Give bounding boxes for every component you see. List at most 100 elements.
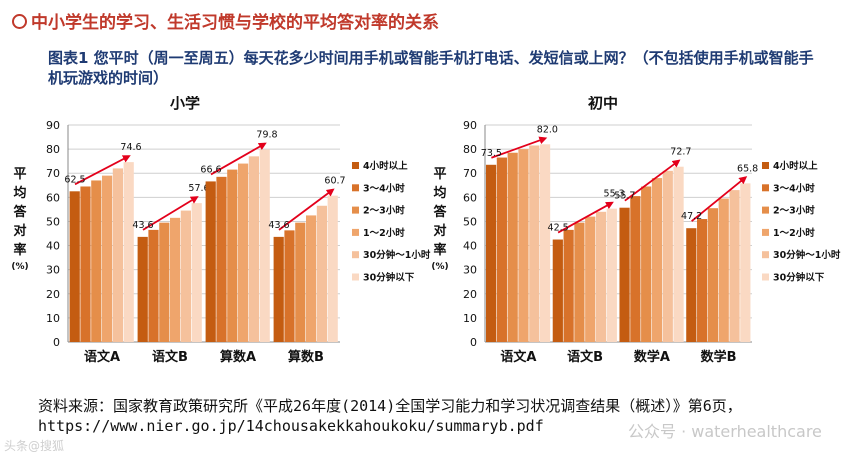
- legend-label: 3～4小时: [773, 182, 815, 194]
- trend-arrow: [210, 142, 267, 176]
- bar-2: [563, 229, 574, 342]
- bar-2: [148, 229, 159, 342]
- legend-swatch: [352, 162, 359, 169]
- bar-4: [238, 163, 249, 342]
- y-tick-label: 0: [470, 336, 477, 349]
- data-label-high: 60.7: [324, 176, 345, 187]
- y-tick-label: 90: [463, 119, 477, 132]
- legend-label: 1～2小时: [363, 227, 405, 239]
- bar-5: [529, 145, 540, 342]
- bar-5: [729, 190, 740, 342]
- y-tick-label: 0: [53, 336, 60, 349]
- legend-swatch: [762, 184, 769, 192]
- bar-5: [180, 210, 191, 342]
- bar-5: [316, 205, 327, 342]
- bar-1: [205, 181, 216, 342]
- legend-swatch: [762, 162, 769, 169]
- y-tick-label: 30: [463, 264, 477, 277]
- legend-swatch: [762, 273, 769, 281]
- y-tick-label: 20: [46, 288, 60, 301]
- bar-4: [102, 175, 113, 342]
- data-label-low: 42.5: [548, 223, 569, 234]
- trend-arrow: [557, 201, 614, 234]
- y-tick-label: 90: [46, 119, 60, 132]
- heading-text: 中小学生的学习、生活习惯与学校的平均答对率的关系: [31, 13, 439, 33]
- y-tick-label: 40: [46, 240, 60, 253]
- legend-swatch: [762, 251, 769, 259]
- data-label-high: 55.3: [604, 189, 625, 200]
- figure-caption: 图表1 您平时（周一至周五）每天花多少时间用手机或智能手机打电话、发短信或上网？…: [48, 49, 814, 87]
- data-label-low: 73.5: [481, 148, 502, 159]
- bar-4: [170, 217, 181, 342]
- x-tick-label: 语文A: [500, 349, 536, 365]
- chart-title: 小学: [170, 96, 200, 112]
- data-label-high: 79.8: [256, 130, 277, 141]
- bar-4: [518, 149, 529, 342]
- bar-5: [112, 168, 123, 342]
- x-tick-label: 数学A: [634, 349, 670, 365]
- bar-1: [69, 191, 80, 342]
- data-label-low: 43.6: [132, 220, 153, 231]
- legend-label: 4小时以上: [363, 160, 408, 172]
- data-label-low: 47.2: [681, 211, 702, 222]
- data-label-low: 55.7: [614, 191, 635, 202]
- circle-bullet-icon: [12, 14, 27, 29]
- trend-arrow: [142, 196, 199, 231]
- bar-6: [191, 203, 202, 342]
- bar-4: [718, 198, 729, 342]
- y-tick-label: 70: [46, 167, 60, 180]
- y-axis-label-char: 均: [13, 185, 26, 201]
- y-axis-label-unit: (%): [431, 262, 448, 272]
- bar-1: [273, 236, 284, 342]
- y-tick-label: 70: [463, 167, 477, 180]
- y-tick-label: 60: [46, 191, 60, 204]
- legend-label: 3～4小时: [363, 182, 405, 194]
- data-label-high: 82.0: [537, 124, 558, 135]
- data-label-high: 57.6: [188, 183, 209, 194]
- bar-5: [248, 156, 259, 342]
- bar-2: [80, 186, 91, 342]
- trend-arrow: [691, 176, 748, 222]
- y-axis-label-char: 平: [433, 167, 446, 182]
- bar-3: [227, 169, 238, 342]
- bar-3: [574, 222, 585, 342]
- legend-swatch: [352, 273, 359, 281]
- bar-4: [585, 216, 596, 342]
- data-label-low: 62.5: [64, 174, 85, 185]
- y-tick-label: 50: [46, 215, 60, 228]
- legend-swatch: [352, 228, 359, 236]
- y-tick-label: 80: [463, 143, 477, 156]
- bar-2: [216, 176, 227, 342]
- bar-6: [123, 162, 134, 342]
- legend-swatch: [762, 228, 769, 236]
- data-label-low: 43.6: [268, 220, 289, 231]
- x-tick-label: 语文B: [152, 349, 188, 365]
- legend-swatch: [762, 206, 769, 214]
- x-tick-label: 算数A: [220, 349, 256, 365]
- y-tick-label: 50: [463, 215, 477, 228]
- legend-swatch: [352, 251, 359, 259]
- y-tick-label: 20: [463, 288, 477, 301]
- bar-2: [284, 230, 295, 342]
- bar-1: [686, 228, 697, 342]
- bar-1: [485, 164, 497, 342]
- y-axis-label-char: 答: [13, 204, 27, 220]
- legend-label: 30分钟～1小时: [363, 249, 431, 261]
- watermark-left: 头条@搜狐: [4, 439, 65, 453]
- bar-1: [137, 236, 148, 342]
- x-tick-label: 算数B: [288, 349, 324, 365]
- legend-label: 2～3小时: [773, 205, 815, 217]
- page-heading: 中小学生的学习、生活习惯与学校的平均答对率的关系: [12, 8, 439, 33]
- legend-label: 1～2小时: [773, 227, 815, 239]
- legend-label: 30分钟以下: [363, 272, 415, 284]
- bar-2: [697, 219, 708, 342]
- y-axis-label-char: 平: [13, 167, 26, 182]
- y-tick-label: 40: [463, 240, 477, 253]
- trend-arrow: [624, 159, 681, 202]
- data-label-low: 66.6: [200, 164, 221, 175]
- watermark-right: 公众号 · waterhealthcare: [628, 422, 822, 441]
- bar-3: [159, 222, 170, 342]
